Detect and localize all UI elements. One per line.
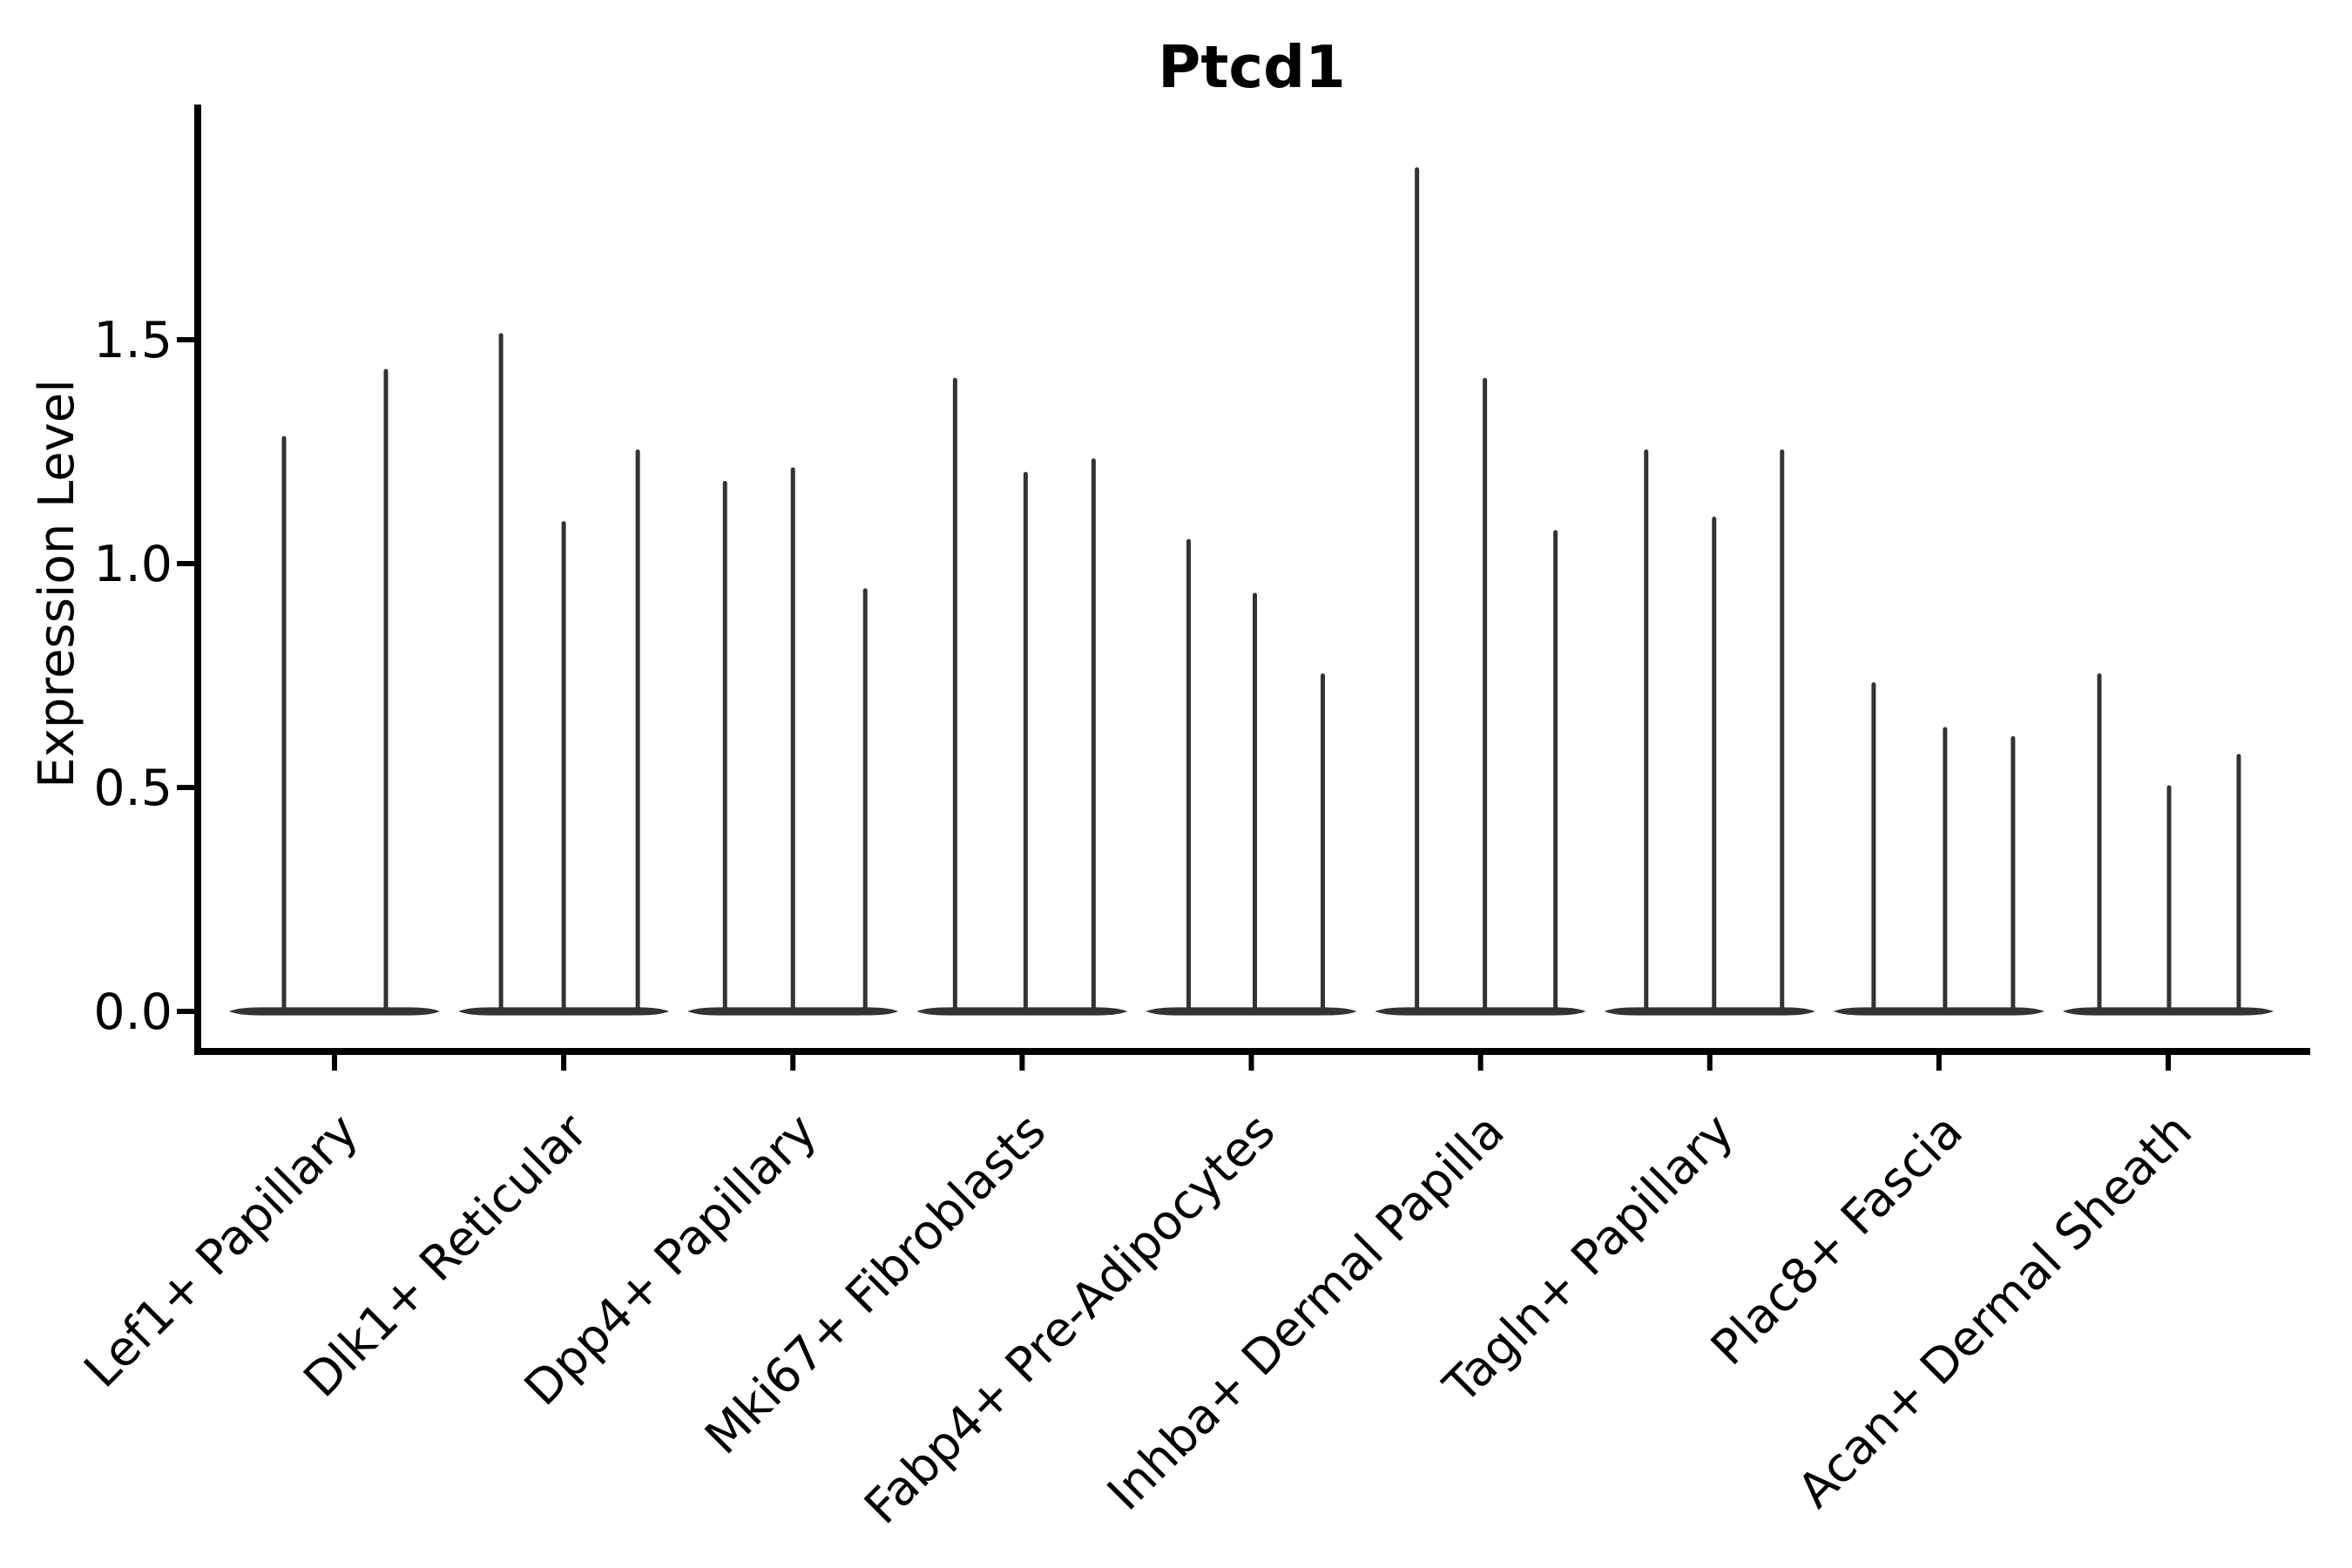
- y-tick-label: 0.0: [93, 983, 172, 1041]
- y-axis: 0.0 0.5 1.0 1.5: [93, 312, 194, 1041]
- violin-group: [1833, 682, 2044, 1016]
- violin-group: [229, 368, 440, 1016]
- violin-base: [229, 1007, 440, 1016]
- y-tick-label: 0.5: [93, 760, 172, 817]
- violin-group: [687, 467, 899, 1016]
- violin-group: [1604, 449, 1815, 1016]
- violin-group: [458, 333, 670, 1016]
- violin-group: [2063, 673, 2274, 1016]
- x-tick-label: Inhba+ Dermal Papilla: [1097, 1103, 1515, 1521]
- x-tick-label: Acan+ Dermal Sheath: [1787, 1103, 2202, 1518]
- y-tick-label: 1.5: [93, 312, 172, 369]
- violin-base: [916, 1007, 1128, 1016]
- bottom-spine: [194, 1048, 2310, 1055]
- violin-group: [916, 377, 1128, 1016]
- violin-group: [1146, 538, 1357, 1016]
- violin-base: [1375, 1007, 1586, 1016]
- violin-base: [1604, 1007, 1815, 1016]
- y-tick-label: 1.0: [93, 536, 172, 593]
- violin-base: [1146, 1007, 1357, 1016]
- y-axis-label: Expression Level: [29, 379, 85, 788]
- violin-base: [1833, 1007, 2044, 1016]
- violin-group: [1375, 167, 1586, 1016]
- x-tick-label: Fabp4+ Pre-Adipocytes: [854, 1103, 1286, 1535]
- plot-title: Ptcd1: [1158, 33, 1345, 101]
- left-spine: [194, 105, 201, 1055]
- violins: [229, 167, 2274, 1016]
